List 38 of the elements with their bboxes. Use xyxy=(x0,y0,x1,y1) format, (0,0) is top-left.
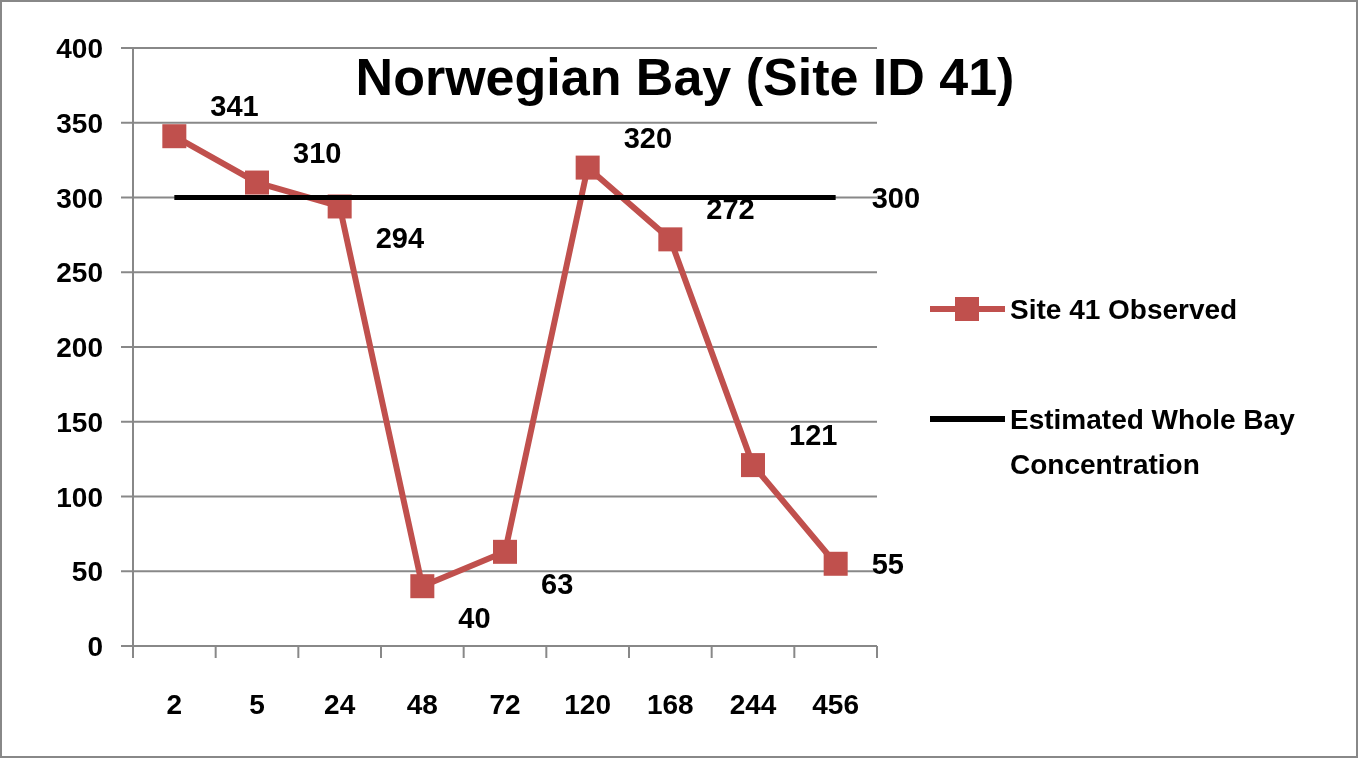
x-tick-label: 168 xyxy=(646,689,694,720)
point xyxy=(162,124,187,149)
y-tick-label: 50 xyxy=(71,556,103,588)
point xyxy=(658,227,683,252)
data-label: 341 xyxy=(210,90,259,123)
data-label: 320 xyxy=(623,121,673,154)
y-tick-label: 350 xyxy=(56,107,103,139)
x-tick-label: 72 xyxy=(489,689,521,720)
y-tick-label: 400 xyxy=(56,33,103,64)
data-label: 300 xyxy=(871,181,921,214)
y-tick-label: 150 xyxy=(56,406,103,438)
point xyxy=(575,155,600,180)
x-tick-label: 5 xyxy=(249,689,265,720)
y-tick-label: 200 xyxy=(56,332,103,363)
data-label: 63 xyxy=(541,567,574,600)
point xyxy=(741,453,765,478)
data-label: 294 xyxy=(375,222,425,255)
y-tick-label: 300 xyxy=(56,182,103,214)
data-label: 55 xyxy=(871,547,904,580)
legend-label: Site 41 Observed xyxy=(1010,294,1238,325)
x-tick-label: 456 xyxy=(812,689,860,720)
y-tick-label: 100 xyxy=(56,481,103,513)
point xyxy=(823,551,848,576)
data-label: 40 xyxy=(458,602,491,635)
y-tick-label: 250 xyxy=(56,257,103,289)
legend-label: Estimated Whole Bay Concentration xyxy=(1010,404,1296,480)
point xyxy=(493,539,517,564)
x-tick-label: 244 xyxy=(729,689,777,720)
data-label: 310 xyxy=(293,136,342,169)
point xyxy=(410,574,435,599)
point xyxy=(245,170,269,195)
x-tick-label: 24 xyxy=(324,689,356,720)
x-tick-label: 48 xyxy=(406,689,438,720)
data-label: 121 xyxy=(789,419,838,452)
x-tick-label: 120 xyxy=(564,689,612,720)
x-tick-label: 2 xyxy=(166,689,183,720)
chart-title: Norwegian Bay (Site ID 41) xyxy=(355,48,1015,106)
y-tick-label: 0 xyxy=(87,631,103,662)
